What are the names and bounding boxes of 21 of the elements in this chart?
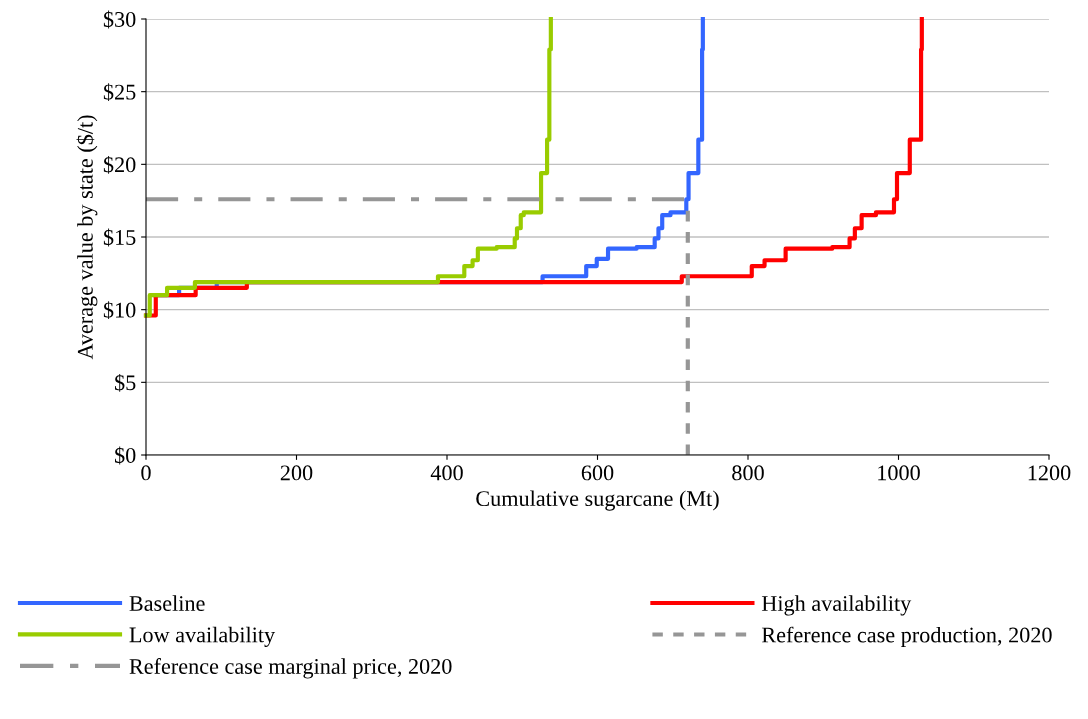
legend-label: Reference case marginal price, 2020 [129, 658, 452, 679]
x-axis-title: Cumulative sugarcane (Mt) [476, 490, 719, 511]
x-tick-label: 400 [430, 465, 463, 481]
y-tick-label: $20 [103, 155, 136, 174]
x-tick-label: 600 [581, 465, 614, 481]
x-tick-label: 800 [732, 465, 764, 481]
legend-label: High availability [761, 595, 912, 616]
y-axis-title: Average value by state ($/t) [76, 115, 98, 360]
y-tick-label: $5 [115, 373, 136, 392]
legend-label: Low availability [129, 626, 276, 647]
y-tick-label: $30 [103, 10, 136, 29]
legend-label: Reference case production, 2020 [761, 626, 1052, 648]
y-tick-label: $0 [115, 446, 136, 465]
x-tick-label: 1200 [1028, 465, 1071, 481]
x-tick-label: 0 [141, 465, 151, 481]
y-tick-label: $15 [103, 228, 136, 247]
x-tick-label: 1000 [878, 465, 920, 481]
y-tick-label: $25 [103, 83, 136, 102]
legend-label: Baseline [129, 595, 205, 611]
y-tick-label: $10 [103, 301, 136, 320]
x-tick-label: 200 [280, 465, 313, 481]
